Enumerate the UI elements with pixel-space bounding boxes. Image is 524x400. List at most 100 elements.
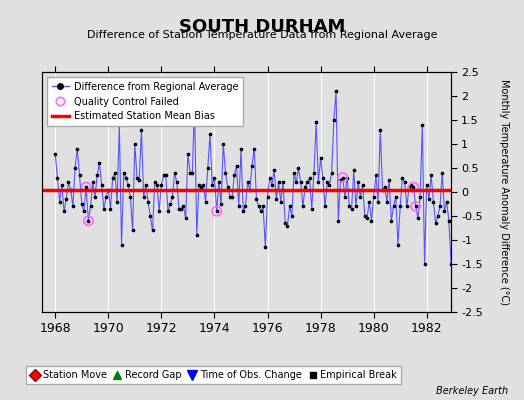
Point [86, 203, 95, 210]
Point [126, 194, 135, 200]
Point [270, 167, 278, 174]
Point [350, 167, 358, 174]
Point [299, 203, 307, 210]
Point [71, 165, 79, 171]
Point [332, 88, 340, 94]
Point [429, 198, 438, 205]
Point [378, 186, 387, 193]
Point [292, 179, 300, 186]
Point [361, 213, 369, 219]
Point [402, 203, 411, 210]
Point [281, 220, 289, 226]
Point [235, 203, 243, 210]
Point [310, 170, 318, 176]
Point [445, 218, 453, 224]
Point [303, 179, 311, 186]
Point [334, 218, 343, 224]
Point [226, 194, 234, 200]
Point [440, 208, 449, 214]
Point [108, 174, 117, 181]
Point [286, 203, 294, 210]
Point [128, 227, 137, 234]
Point [217, 201, 225, 207]
Point [323, 179, 331, 186]
Point [244, 179, 252, 186]
Point [427, 172, 435, 178]
Point [272, 196, 280, 202]
Point [288, 213, 296, 219]
Point [411, 203, 420, 210]
Point [365, 198, 374, 205]
Point [363, 215, 371, 222]
Point [64, 179, 73, 186]
Point [133, 174, 141, 181]
Point [224, 184, 232, 190]
Point [438, 170, 446, 176]
Point [122, 174, 130, 181]
Text: Berkeley Earth: Berkeley Earth [436, 386, 508, 396]
Point [212, 208, 221, 214]
Point [166, 201, 174, 207]
Point [148, 227, 157, 234]
Point [146, 213, 155, 219]
Point [391, 194, 400, 200]
Point [434, 213, 442, 219]
Point [141, 182, 150, 188]
Point [150, 179, 159, 186]
Point [188, 170, 196, 176]
Point [374, 198, 383, 205]
Point [104, 186, 113, 193]
Point [367, 218, 376, 224]
Point [82, 184, 90, 190]
Point [385, 177, 394, 183]
Point [330, 117, 338, 123]
Point [115, 122, 124, 128]
Y-axis label: Monthly Temperature Anomaly Difference (°C): Monthly Temperature Anomaly Difference (… [499, 79, 509, 305]
Point [84, 218, 93, 224]
Point [314, 179, 323, 186]
Point [219, 141, 227, 147]
Point [67, 186, 75, 193]
Point [62, 196, 70, 202]
Point [418, 122, 427, 128]
Point [389, 203, 398, 210]
Point [431, 220, 440, 226]
Point [186, 170, 194, 176]
Text: Difference of Station Temperature Data from Regional Average: Difference of Station Temperature Data f… [87, 30, 437, 40]
Point [422, 182, 431, 188]
Point [409, 184, 418, 190]
Point [411, 203, 420, 210]
Point [119, 170, 128, 176]
Point [232, 162, 241, 169]
Point [339, 174, 347, 181]
Point [328, 170, 336, 176]
Point [177, 206, 185, 212]
Point [113, 198, 122, 205]
Point [159, 172, 168, 178]
Point [343, 174, 351, 181]
Point [275, 179, 283, 186]
Point [396, 203, 405, 210]
Point [195, 182, 203, 188]
Point [308, 206, 316, 212]
Legend: Station Move, Record Gap, Time of Obs. Change, Empirical Break: Station Move, Record Gap, Time of Obs. C… [26, 366, 401, 384]
Point [82, 184, 90, 190]
Point [111, 170, 119, 176]
Point [394, 242, 402, 248]
Point [239, 208, 247, 214]
Point [124, 182, 133, 188]
Point [144, 198, 152, 205]
Point [283, 222, 292, 229]
Point [60, 208, 68, 214]
Point [53, 174, 62, 181]
Point [69, 203, 77, 210]
Point [383, 198, 391, 205]
Point [336, 177, 345, 183]
Point [398, 174, 407, 181]
Point [277, 198, 285, 205]
Point [387, 218, 396, 224]
Point [290, 170, 298, 176]
Point [199, 182, 208, 188]
Point [164, 208, 172, 214]
Point [102, 194, 110, 200]
